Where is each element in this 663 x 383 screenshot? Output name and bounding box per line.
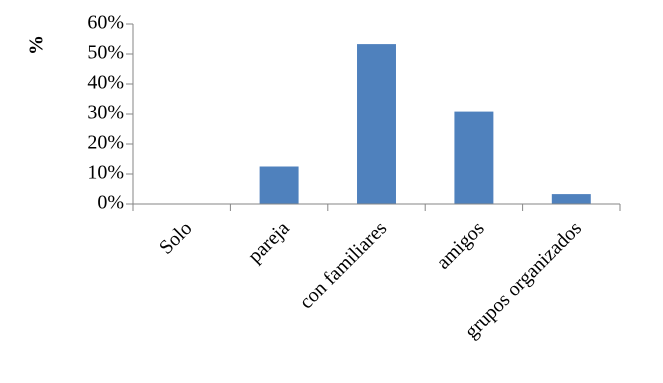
bar-con-familiares: [357, 44, 396, 204]
y-tick-label: 0%: [97, 192, 124, 214]
x-tick-label: amigos: [432, 217, 489, 274]
y-axis: 0% 10% 20% 30% 40% 50% 60%: [87, 12, 124, 214]
y-tick-label: 50%: [87, 42, 124, 64]
y-axis-label: %: [26, 35, 48, 55]
axes-group: [126, 23, 621, 211]
y-tick-label: 20%: [87, 132, 124, 154]
bars-group: [259, 44, 591, 204]
y-tick-label: 30%: [87, 102, 124, 124]
bar-pareja: [259, 166, 299, 204]
bar-amigos: [454, 111, 494, 204]
y-tick-label: 10%: [87, 162, 124, 184]
x-tick-label: con familiares: [295, 217, 391, 313]
y-tick-label: 40%: [87, 72, 124, 94]
bar-grupos-organizados: [551, 194, 591, 204]
x-tick-label: Solo: [155, 217, 196, 258]
x-tick-label: pareja: [244, 217, 294, 267]
y-tick-label: 60%: [87, 12, 124, 34]
